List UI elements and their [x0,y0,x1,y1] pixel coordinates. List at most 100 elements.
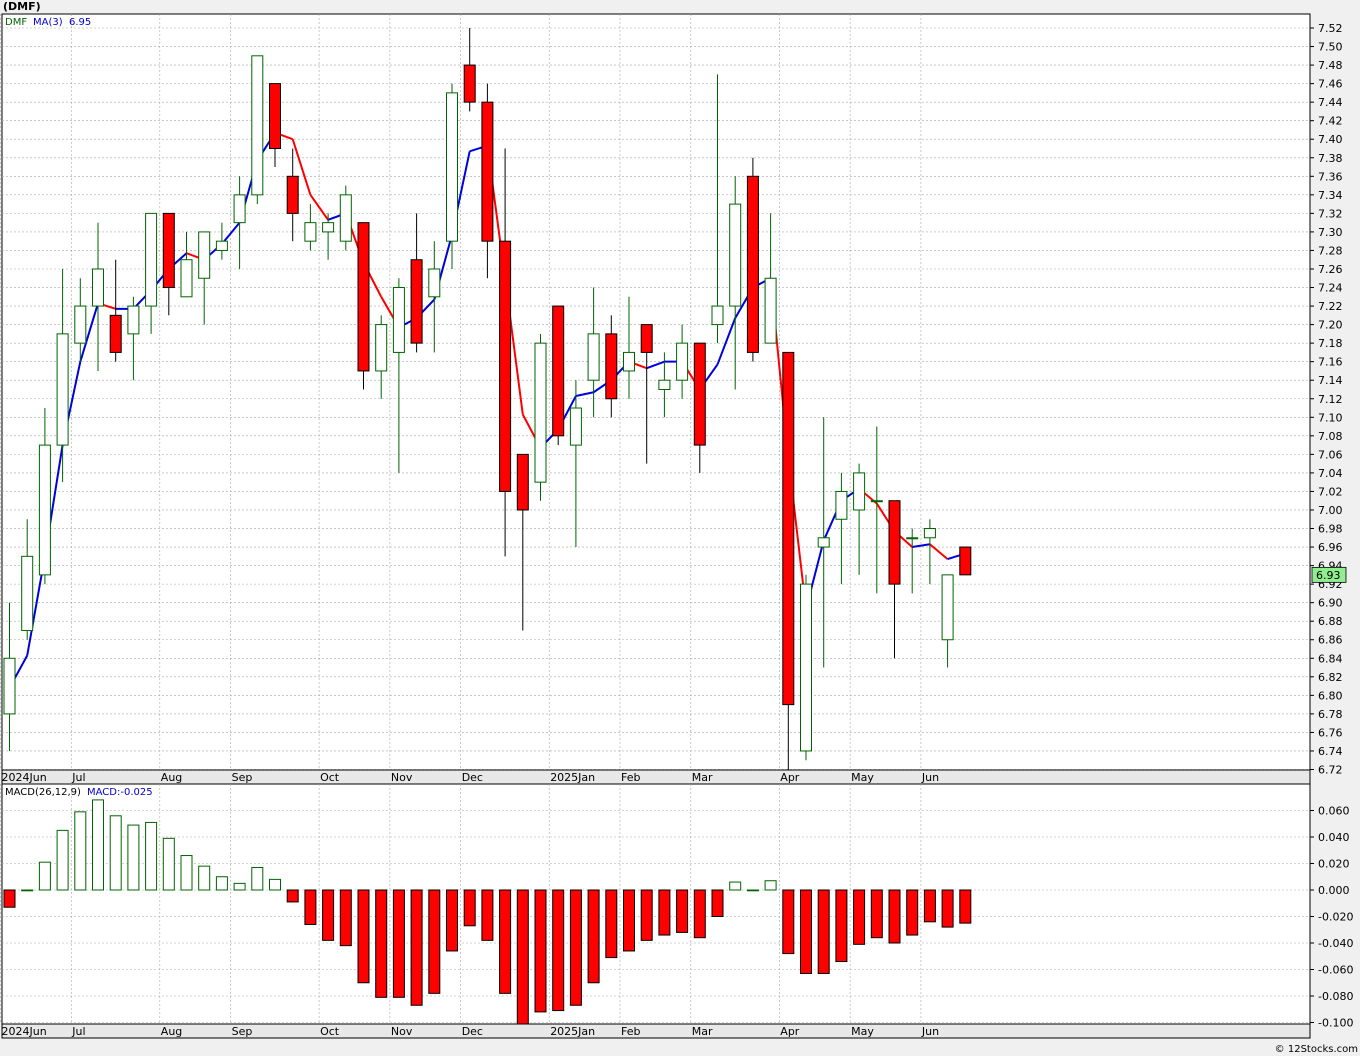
macd-bar [870,889,883,939]
candle-body [853,472,866,511]
macd-bar [21,889,34,892]
macd-bar [481,889,494,941]
ma3-segment [929,543,949,560]
macd-bar [286,889,299,903]
candle-body [304,222,317,242]
candle [74,278,87,362]
price-grid [0,14,1310,770]
macd-bar [92,799,104,891]
macd-tick-label: 0.000 [1318,884,1350,897]
macd-bar [410,889,423,1006]
candle [428,241,441,353]
price-axis-labels: 6.72 6.74 6.76 6.78 6.80 6.82 6.84 6.86 6.88 6.90… [1310,22,1343,777]
candle-body [357,222,370,372]
ma3-segment [912,543,931,549]
candle [92,222,104,371]
candle [853,463,866,575]
candle [499,148,512,557]
macd-tick-label: -0.060 [1318,964,1353,977]
macd-month-label: Apr [780,1025,800,1038]
price-month-label: May [851,771,874,784]
last-price-box [1311,566,1347,583]
macd-bar [446,889,458,952]
price-tick-label: 7.44 [1318,96,1343,109]
candle [711,74,724,344]
macd-bar [233,882,246,891]
price-tick-label: 7.48 [1318,59,1343,72]
macd-bar [552,889,565,1012]
candle [233,176,246,269]
candle [676,324,689,399]
candle [198,231,211,325]
macd-bar [499,889,512,994]
candle [959,546,972,576]
price-tick-label: 7.28 [1318,244,1343,257]
macd-bar [746,889,759,892]
candle-body [711,305,724,326]
candle-body [782,351,795,706]
price-month-label: Oct [320,771,340,784]
macd-bar [888,889,901,944]
macd-tick-label: 0.060 [1318,805,1350,818]
macd-bar [251,866,264,891]
candle-body [233,194,246,224]
price-tick-label: 7.10 [1318,411,1343,424]
macd-bar [711,889,724,917]
price-month-label: 2024Jun [2,771,47,784]
macd-bar [764,880,777,891]
price-tick-label: 7.18 [1318,337,1343,350]
price-tick-label: 7.06 [1318,448,1343,461]
candle [658,352,671,418]
candle-body [676,342,689,381]
macd-month-label: Mar [692,1025,713,1038]
macd-bar [906,889,919,936]
candle-body [640,324,653,353]
candle [304,204,317,251]
price-tick-label: 7.52 [1318,22,1343,35]
price-tick-label: 6.74 [1318,745,1343,758]
candle [923,519,936,585]
candle [145,212,158,334]
macd-bar [835,889,848,963]
macd-bar [605,889,618,959]
candle-body [906,537,919,540]
candle [322,213,335,260]
candle-body [215,240,228,251]
candle [56,268,69,483]
candle-body [693,342,706,446]
price-month-label: Feb [621,771,640,784]
candle-body [534,342,547,483]
macd-tick-label: 0.040 [1318,831,1350,844]
candle [463,28,476,112]
macd-grid [0,784,1310,1024]
price-panel [1,13,1311,771]
macd-legend-value: MACD:-0.025 [87,787,153,798]
candle [782,351,795,770]
candle [3,602,16,751]
candle-body [392,287,405,353]
candle-body [888,500,901,585]
candle-body [658,379,671,390]
candle-body [410,259,423,344]
candle [746,157,759,362]
candle-body [38,444,51,576]
price-month-label: Apr [780,771,800,784]
candle-body [516,453,529,511]
candle-body [375,324,388,372]
candle-body [605,333,618,400]
candle-body [729,203,742,307]
macd-bar [587,889,600,984]
price-tick-label: 7.04 [1318,467,1343,480]
macd-tick-label: -0.080 [1318,990,1353,1003]
price-tick-label: 7.22 [1318,300,1343,313]
macd-bar [640,889,653,941]
macd-x-axis-band [1,1023,1311,1039]
macd-bar [392,889,405,998]
candle [569,380,582,548]
candle [941,574,954,668]
candle-body [800,583,812,752]
price-tick-label: 7.26 [1318,263,1343,276]
candle-body [251,55,264,196]
macd-bar [463,889,476,927]
ma3-segment [221,222,241,245]
